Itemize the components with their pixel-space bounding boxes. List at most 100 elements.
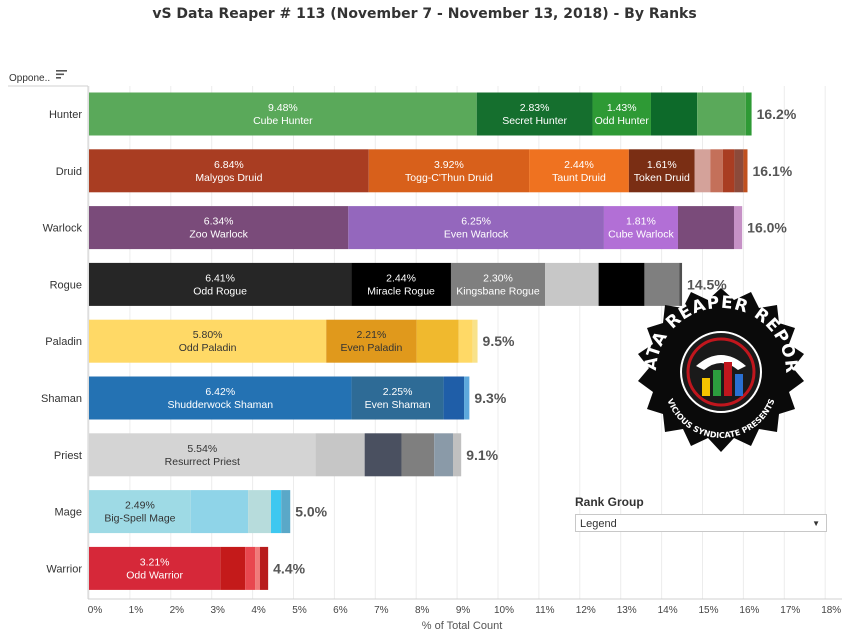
- row-total-label: 9.1%: [466, 447, 498, 463]
- bar-segment[interactable]: [734, 149, 744, 193]
- rank-group-dropdown[interactable]: Legend ▼: [575, 514, 827, 532]
- segment-archetype-label: Secret Hunter: [502, 115, 567, 127]
- bar-segment[interactable]: [368, 149, 530, 193]
- bar-segment[interactable]: [220, 546, 246, 590]
- bar-segment[interactable]: [364, 433, 402, 477]
- bar-segment[interactable]: [464, 376, 470, 420]
- segment-archetype-label: Shudderwock Shaman: [167, 399, 273, 411]
- bar-segment[interactable]: [89, 376, 352, 420]
- bar-segment[interactable]: [89, 149, 369, 193]
- bar-segment[interactable]: [545, 262, 599, 306]
- x-tick-label: 12%: [576, 605, 596, 616]
- bar-segment[interactable]: [743, 149, 748, 193]
- row-label-priest: Priest: [54, 450, 82, 462]
- x-tick-label: 0%: [88, 605, 103, 616]
- x-tick-label: 17%: [780, 605, 800, 616]
- bar-segment[interactable]: [476, 92, 593, 136]
- sort-icon[interactable]: [56, 70, 67, 80]
- bar-segment[interactable]: [598, 262, 645, 306]
- x-tick-label: 6%: [333, 605, 348, 616]
- bar-segment[interactable]: [281, 490, 291, 534]
- segment-archetype-label: Miracle Rogue: [367, 285, 435, 297]
- segment-value-label: 6.41%: [205, 272, 235, 284]
- x-tick-label: 16%: [739, 605, 759, 616]
- bar-segment[interactable]: [351, 262, 451, 306]
- bar-segment[interactable]: [245, 546, 256, 590]
- segment-value-label: 2.83%: [520, 102, 550, 114]
- row-total-label: 16.1%: [752, 163, 792, 179]
- opponent-column-header[interactable]: Oppone..: [9, 73, 51, 84]
- segment-value-label: 1.61%: [647, 159, 677, 171]
- bar-segment[interactable]: [401, 433, 435, 477]
- segment-value-label: 2.21%: [357, 329, 387, 341]
- segment-archetype-label: Even Warlock: [444, 229, 509, 241]
- row-total-label: 4.4%: [273, 560, 305, 576]
- x-tick-label: 4%: [251, 605, 266, 616]
- bar-segment[interactable]: [89, 262, 352, 306]
- bar-segment[interactable]: [89, 546, 221, 590]
- bar-segment[interactable]: [315, 433, 365, 477]
- bar-segment[interactable]: [89, 319, 327, 363]
- bar-segment[interactable]: [351, 376, 444, 420]
- bar-segment[interactable]: [628, 149, 695, 193]
- bar-segment[interactable]: [248, 490, 272, 534]
- bar-segment[interactable]: [326, 319, 417, 363]
- row-label-paladin: Paladin: [45, 336, 82, 348]
- bar-segment[interactable]: [529, 149, 629, 193]
- x-axis: 0% 1% 2% 3% 4% 5% 6% 7% 8% 9% 10% 11% 12% 13% 14% 15% 16…: [8, 85, 842, 632]
- segment-archetype-label: Malygos Druid: [195, 172, 262, 184]
- data-reaper-report-logo: DATA REAPER REPORT VICIOUS SYNDICATE PRE…: [634, 286, 804, 452]
- bar-segment[interactable]: [89, 92, 477, 136]
- bar-segment[interactable]: [679, 262, 683, 306]
- segment-archetype-label: Resurrect Priest: [165, 456, 240, 468]
- x-tick-label: 15%: [698, 605, 718, 616]
- bar-segment[interactable]: [472, 319, 478, 363]
- bar-segment[interactable]: [89, 206, 349, 250]
- bar-segment[interactable]: [443, 376, 465, 420]
- bar-segment[interactable]: [722, 149, 735, 193]
- bar-segment[interactable]: [592, 92, 651, 136]
- bar-segment[interactable]: [450, 262, 546, 306]
- bar-segment[interactable]: [697, 92, 746, 136]
- row-labels: Hunter Druid Warlock Rogue Paladin Shaman Prie…: [41, 109, 82, 575]
- bar-segment[interactable]: [710, 149, 723, 193]
- bar-segment[interactable]: [416, 319, 459, 363]
- x-tick-label: 5%: [292, 605, 307, 616]
- segment-value-label: 2.30%: [483, 272, 513, 284]
- segment-value-label: 2.49%: [125, 500, 155, 512]
- bar-segment[interactable]: [89, 433, 316, 477]
- segment-value-label: 5.80%: [193, 329, 223, 341]
- bar-segment[interactable]: [458, 319, 473, 363]
- bar-segment[interactable]: [89, 490, 191, 534]
- segment-archetype-label: Taunt Druid: [552, 172, 606, 184]
- dropdown-arrow-icon[interactable]: ▼: [812, 519, 820, 528]
- bar-segment[interactable]: [603, 206, 678, 250]
- segment-value-label: 6.42%: [205, 386, 235, 398]
- segment-value-label: 3.21%: [140, 556, 170, 568]
- segment-value-label: 2.44%: [386, 272, 416, 284]
- bar-segment[interactable]: [745, 92, 752, 136]
- bar-segment[interactable]: [453, 433, 462, 477]
- bar-segment[interactable]: [271, 490, 282, 534]
- row-label-warrior: Warrior: [46, 563, 82, 575]
- bar-segment[interactable]: [434, 433, 454, 477]
- bar-segment[interactable]: [733, 206, 743, 250]
- row-label-hunter: Hunter: [49, 109, 82, 121]
- segment-archetype-label: Odd Hunter: [595, 115, 650, 127]
- x-tick-label: 14%: [658, 605, 678, 616]
- bar-segment[interactable]: [694, 149, 711, 193]
- bar-segment[interactable]: [677, 206, 734, 250]
- segment-archetype-label: Odd Paladin: [179, 342, 237, 354]
- bar-segment[interactable]: [348, 206, 604, 250]
- bar-segment[interactable]: [255, 546, 260, 590]
- x-tick-label: 1%: [129, 605, 144, 616]
- x-tick-label: 7%: [374, 605, 389, 616]
- segment-archetype-label: Zoo Warlock: [189, 229, 248, 241]
- bar-segment[interactable]: [644, 262, 680, 306]
- row-total-label: 5.0%: [295, 504, 327, 520]
- bar-segment[interactable]: [650, 92, 698, 136]
- row-total-label: 16.0%: [747, 220, 787, 236]
- bar-segment[interactable]: [190, 490, 249, 534]
- bar-segment[interactable]: [259, 546, 269, 590]
